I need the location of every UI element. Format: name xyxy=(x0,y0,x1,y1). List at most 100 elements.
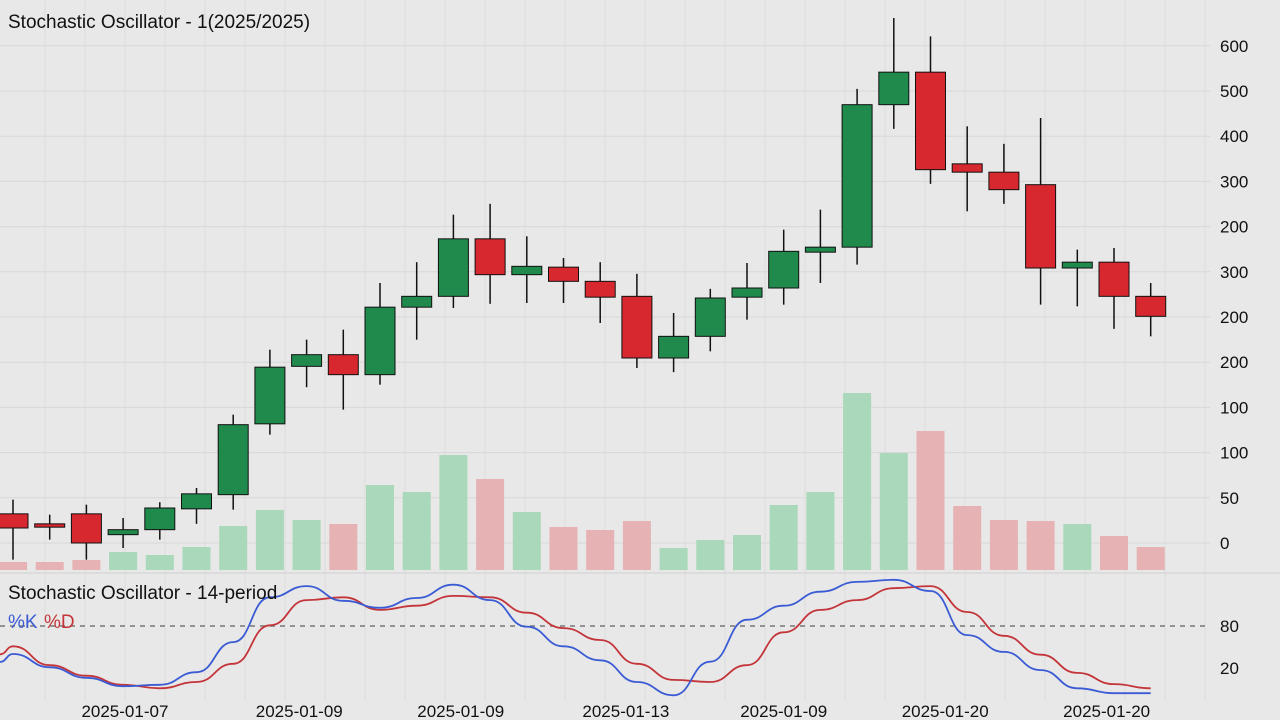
oscillator-title: Stochastic Oscillator - 14-period xyxy=(8,583,277,604)
candle xyxy=(437,214,469,308)
date-tick-label: 2025-01-20 xyxy=(1063,702,1150,720)
candle xyxy=(291,339,323,388)
candle xyxy=(511,236,543,303)
candle xyxy=(951,126,983,212)
date-tick-label: 2025-01-07 xyxy=(81,702,168,720)
candle-body xyxy=(364,306,396,376)
price-tick-label: 600 xyxy=(1220,37,1248,56)
candle-body xyxy=(511,265,543,276)
candle xyxy=(731,263,763,320)
volume-bar xyxy=(769,505,798,570)
volume-bar xyxy=(255,510,284,570)
volume-bar xyxy=(109,552,138,570)
candle-body xyxy=(804,246,836,253)
volume-bar xyxy=(402,492,431,570)
candle xyxy=(181,488,212,524)
volume-bar xyxy=(989,520,1018,570)
volume-bar xyxy=(1063,524,1092,570)
volume-bar xyxy=(806,492,835,570)
volume-bar xyxy=(549,527,578,570)
candle-body xyxy=(254,366,286,425)
oscillator-tick-label: 80 xyxy=(1220,617,1239,636)
volume-bar xyxy=(586,530,615,570)
candle-body xyxy=(474,238,506,276)
candle-body xyxy=(1025,184,1057,269)
price-tick-label: 400 xyxy=(1220,127,1248,146)
date-tick-label: 2025-01-09 xyxy=(417,702,504,720)
candle xyxy=(915,36,946,184)
candle-body xyxy=(841,104,873,248)
candle-body xyxy=(70,513,102,544)
d-line xyxy=(0,585,1151,690)
candle-body xyxy=(144,507,176,531)
price-tick-label: 200 xyxy=(1220,218,1248,237)
candle xyxy=(474,203,506,304)
candle xyxy=(1025,118,1057,305)
axes: 0 50 100 100 200 200 300 200 300 400 500 600 20 80 202… xyxy=(81,37,1248,720)
volume-bar xyxy=(366,485,394,570)
candle xyxy=(0,499,29,560)
candle xyxy=(144,502,176,540)
volume-bar xyxy=(476,479,505,570)
volume-bar xyxy=(182,547,211,570)
price-tick-label: 0 xyxy=(1220,534,1229,553)
candle xyxy=(327,329,359,410)
date-tick-label: 2025-01-20 xyxy=(902,702,989,720)
candle-body xyxy=(768,250,800,289)
price-tick-label: 500 xyxy=(1220,82,1248,101)
candle xyxy=(621,273,653,368)
volume-bar xyxy=(292,520,321,570)
volume-bar xyxy=(145,555,174,570)
candle-body xyxy=(878,71,910,106)
price-tick-label: 300 xyxy=(1220,263,1248,282)
date-tick-label: 2025-01-13 xyxy=(582,702,669,720)
volume-bar xyxy=(843,393,872,570)
candle xyxy=(878,18,910,129)
candle xyxy=(548,258,579,303)
volume-bar xyxy=(953,506,982,570)
candle xyxy=(34,514,66,540)
candle xyxy=(841,88,873,265)
volume-bars xyxy=(0,393,1165,570)
k-legend: %K xyxy=(8,612,38,633)
candle-body xyxy=(107,529,139,536)
volume-bar xyxy=(329,524,358,570)
candle-body xyxy=(951,163,983,173)
volume-bar xyxy=(696,540,725,570)
d-legend: %D xyxy=(44,612,75,633)
candle-body xyxy=(584,280,616,298)
candle xyxy=(364,283,396,385)
candle-body xyxy=(1098,261,1130,297)
oscillator-panel xyxy=(0,578,1210,697)
candle-body xyxy=(694,297,726,337)
volume-bar xyxy=(512,512,541,570)
volume-bar xyxy=(879,453,908,570)
candle-body xyxy=(0,513,29,529)
candle-body xyxy=(731,287,763,298)
price-tick-label: 300 xyxy=(1220,172,1248,191)
candle-body xyxy=(915,71,946,171)
volume-bar xyxy=(659,548,688,570)
volume-bar xyxy=(439,455,468,570)
volume-bar xyxy=(219,526,248,570)
candle xyxy=(1098,248,1130,329)
candle-body xyxy=(1061,261,1093,269)
candle xyxy=(254,349,286,435)
candle xyxy=(217,414,249,510)
candle-body xyxy=(34,523,66,528)
volume-bar xyxy=(1026,521,1055,570)
k-line xyxy=(0,578,1151,697)
chart-title: Stochastic Oscillator - 1(2025/2025) xyxy=(8,12,310,33)
candle xyxy=(401,262,433,340)
candle xyxy=(107,518,139,548)
volume-bar xyxy=(733,535,761,570)
candle-body xyxy=(327,354,359,376)
candle xyxy=(658,313,690,373)
volume-bar xyxy=(1100,536,1128,570)
candle xyxy=(804,209,836,283)
volume-bar xyxy=(916,431,945,570)
candle-body xyxy=(658,335,690,359)
candle-body xyxy=(621,295,653,359)
